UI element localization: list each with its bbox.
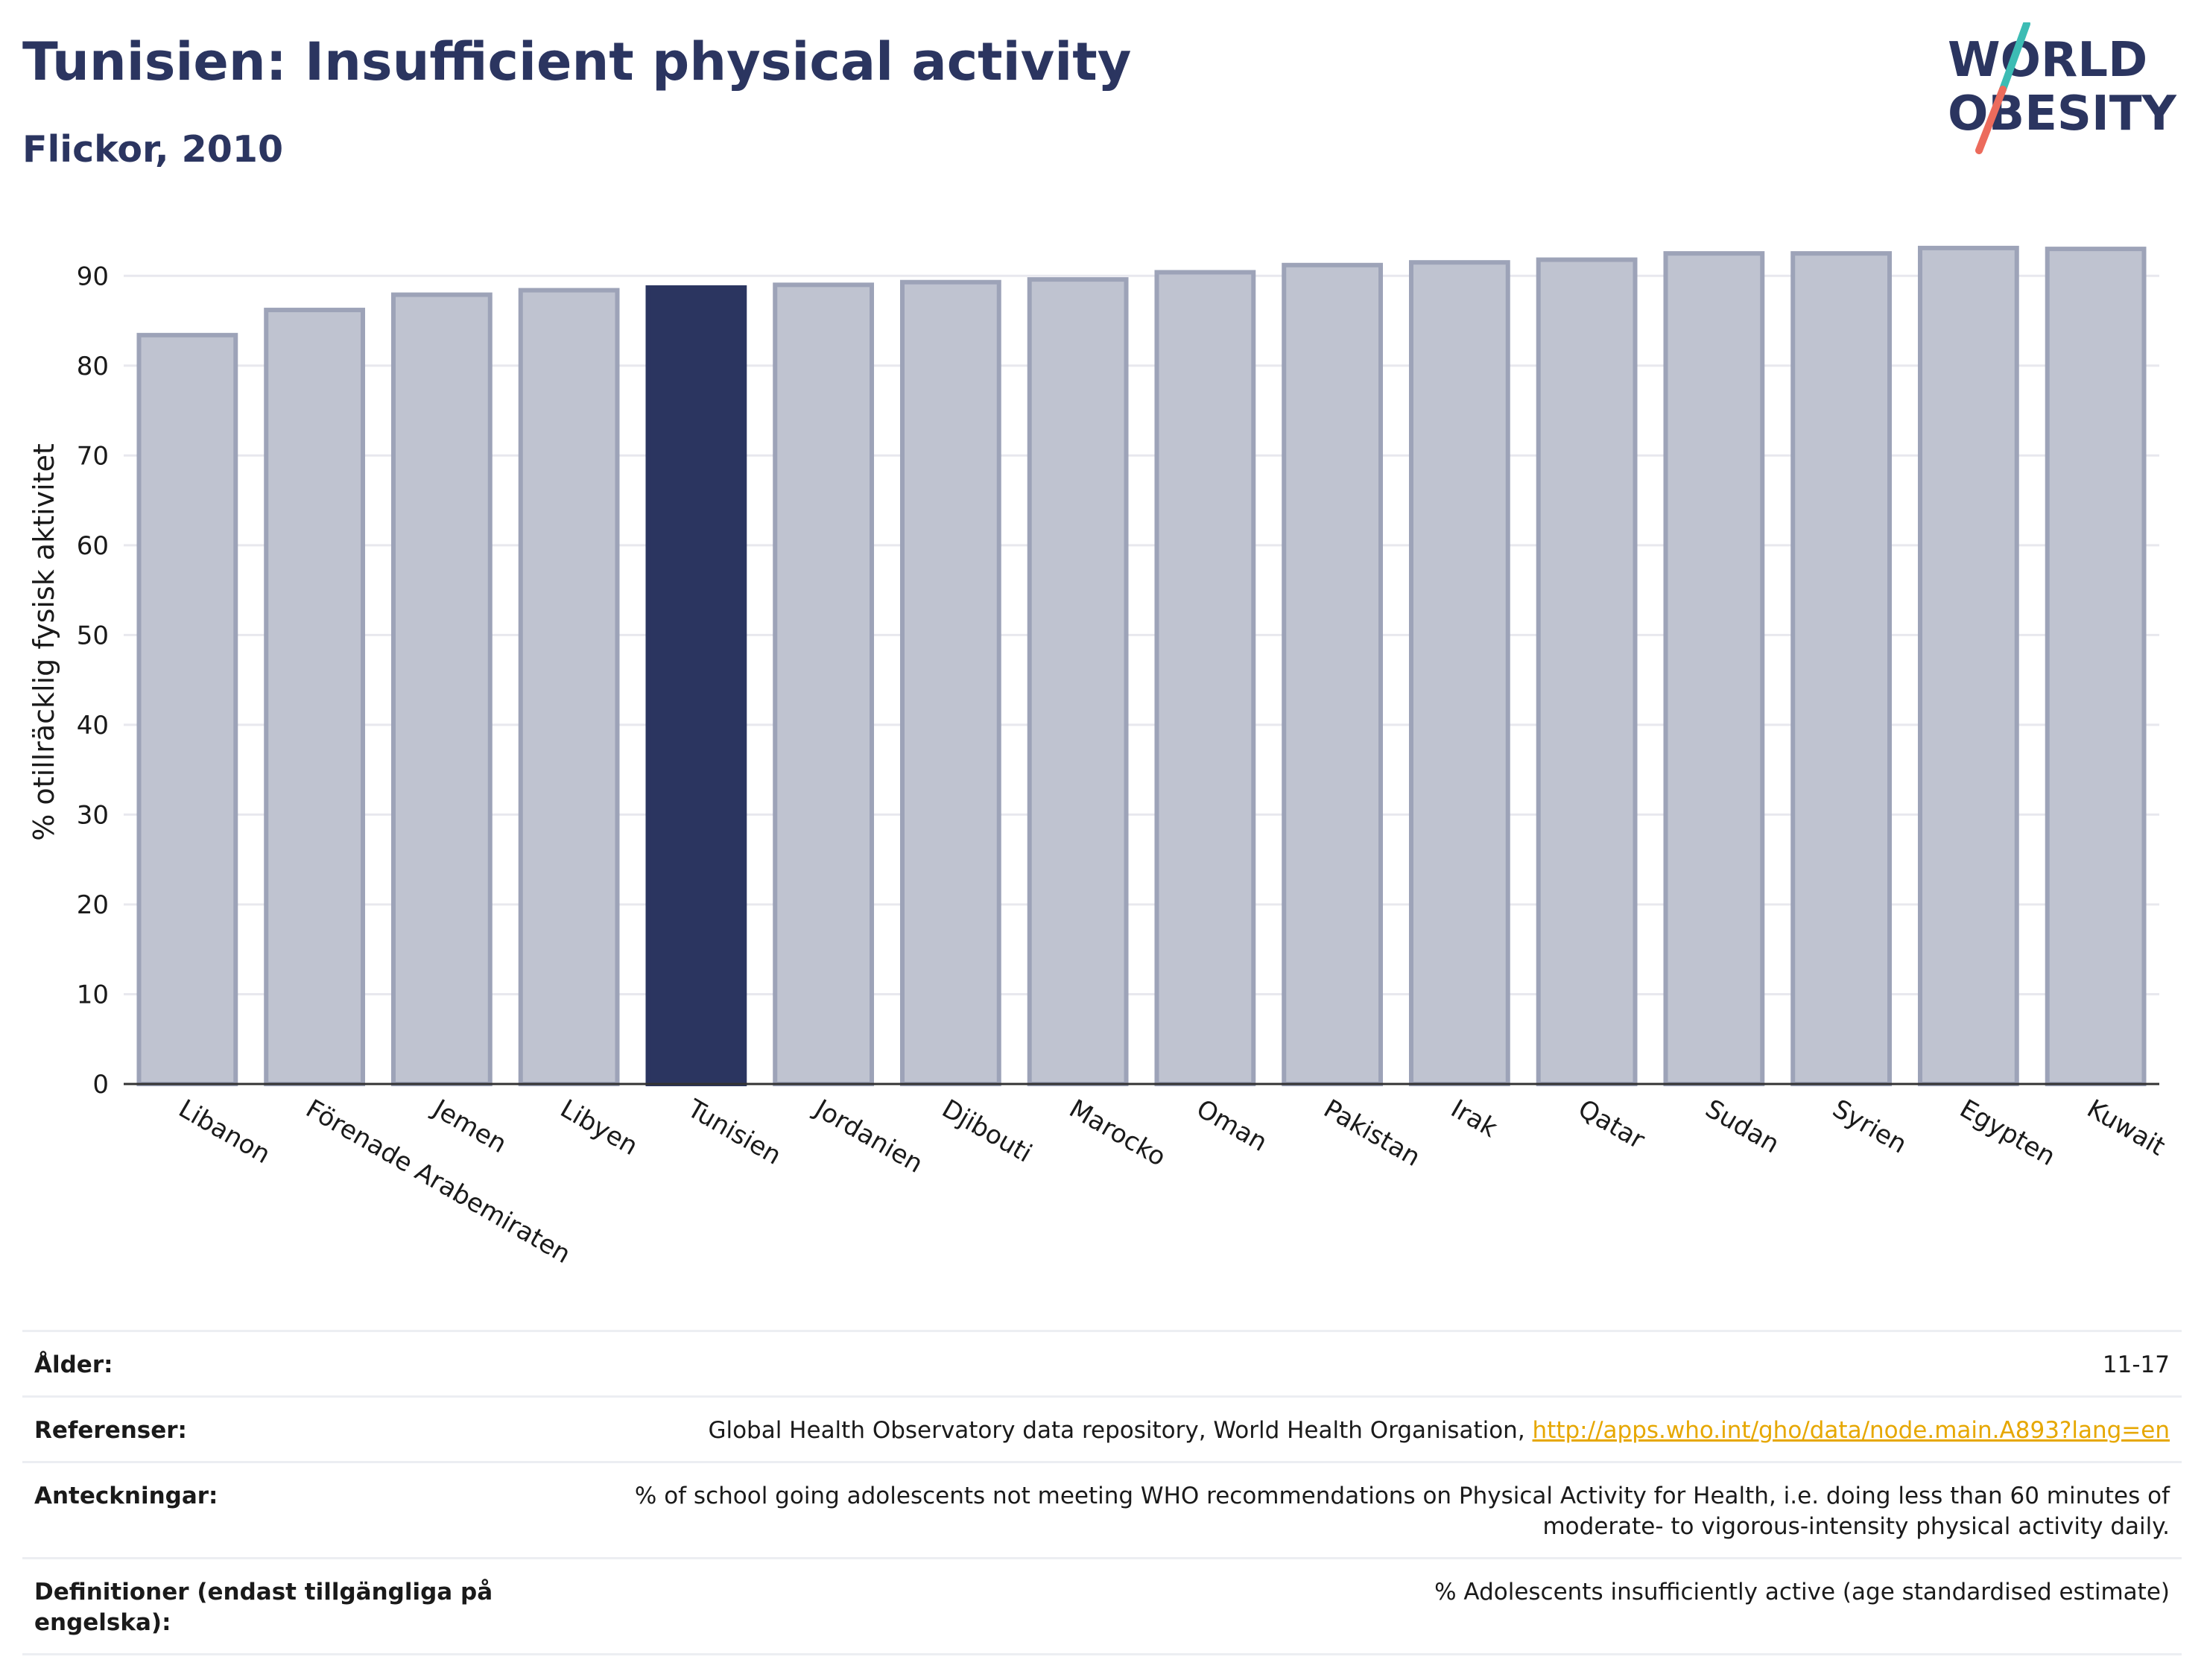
y-tick-label: 20 (77, 890, 109, 920)
x-tick-label: Syrien (1828, 1094, 1912, 1159)
y-tick-label: 50 (77, 621, 109, 650)
x-tick-label: Irak (1445, 1094, 1502, 1144)
x-tick-label: Pakistan (1319, 1094, 1425, 1173)
y-tick-label: 30 (77, 800, 109, 830)
references-value: Global Health Observatory data repositor… (523, 1397, 2182, 1462)
x-tick-label: Egypten (1954, 1094, 2060, 1172)
x-tick-label: Libanon (174, 1094, 276, 1170)
references-text: Global Health Observatory data repositor… (708, 1417, 1533, 1444)
notes-label: Anteckningar: (34, 1483, 218, 1509)
bar-sudan (1663, 251, 1765, 1086)
notes-value: % of school going adolescents not meetin… (523, 1462, 2182, 1559)
y-tick-label: 10 (77, 980, 109, 1009)
info-row-references: Referenser: Global Health Observatory da… (22, 1396, 2182, 1462)
notes-line-1: % of school going adolescents not meetin… (634, 1483, 2170, 1509)
x-tick-label: Tunisien (682, 1094, 786, 1171)
bar-egypten (1917, 245, 2019, 1086)
y-tick-label: 40 (77, 711, 109, 741)
age-value: 11-17 (2102, 1351, 2170, 1378)
x-tick-label: Libyen (555, 1094, 642, 1161)
bar-libanon (136, 332, 238, 1086)
info-row-notes: Anteckningar: % of school going adolesce… (22, 1462, 2182, 1559)
x-tick-label: Kuwait (2082, 1094, 2170, 1161)
bar-libyen (518, 288, 620, 1086)
bar-tunisien (645, 285, 747, 1087)
y-tick-label: 70 (77, 441, 109, 471)
y-axis-title: % otillräcklig fysisk aktivitet (28, 443, 60, 841)
bar-pakistan (1282, 262, 1384, 1086)
y-tick-label: 60 (77, 531, 109, 561)
bar-f-renade-arabemiraten (264, 308, 366, 1087)
definitions-label-line-1: Definitioner (endast tillgängliga på (34, 1579, 493, 1605)
page-title: Tunisien: Insufficient physical activity (22, 31, 1132, 92)
bar-oman (1154, 270, 1256, 1086)
x-tick-label: Sudan (1700, 1094, 1785, 1159)
info-row-age: Ålder: 11-17 (22, 1331, 2182, 1397)
logo-word-world: WORLD (1948, 33, 2147, 88)
info-row-definitions: Definitioner (endast tillgängliga på enge… (22, 1558, 2182, 1655)
age-label: Ålder: (34, 1351, 113, 1378)
logo-slash-top (1999, 22, 2030, 93)
y-tick-label: 80 (77, 352, 109, 381)
definitions-label-line-2: engelska): (34, 1609, 171, 1636)
x-tick-label: Jordanien (808, 1093, 928, 1179)
world-obesity-logo: WORLD OBESITY (1948, 22, 2176, 154)
x-tick-label: Qatar (1573, 1094, 1650, 1156)
bar-djibouti (899, 279, 1001, 1087)
definitions-label: Definitioner (endast tillgängliga på enge… (22, 1559, 523, 1655)
bars (136, 245, 2147, 1087)
y-tick-label: 90 (77, 261, 109, 291)
x-tick-label: Marocko (1064, 1094, 1171, 1173)
logo-slash-bottom (1975, 86, 2007, 154)
bar-syrien (1790, 251, 1893, 1086)
x-tick-label: Oman (1191, 1094, 1273, 1158)
bar-qatar (1536, 257, 1638, 1086)
bar-jemen (390, 292, 493, 1086)
bar-jordanien (773, 282, 875, 1086)
references-label: Referenser: (34, 1417, 187, 1444)
info-table: Ålder: 11-17 Referenser: Global Health O… (22, 1330, 2182, 1655)
bar-marocko (1027, 277, 1129, 1086)
definitions-value: % Adolescents insufficiently active (age… (1434, 1579, 2170, 1605)
bar-irak (1408, 260, 1510, 1086)
bar-kuwait (2045, 247, 2147, 1087)
page-subtitle: Flickor, 2010 (22, 128, 284, 171)
x-tick-label: Jemen (427, 1093, 512, 1159)
x-tick-label: Djibouti (937, 1094, 1036, 1169)
references-link[interactable]: http://apps.who.int/gho/data/node.main.A… (1532, 1417, 2170, 1444)
y-tick-label: 0 (92, 1070, 109, 1100)
notes-line-2: moderate- to vigorous-intensity physical… (1542, 1513, 2170, 1540)
